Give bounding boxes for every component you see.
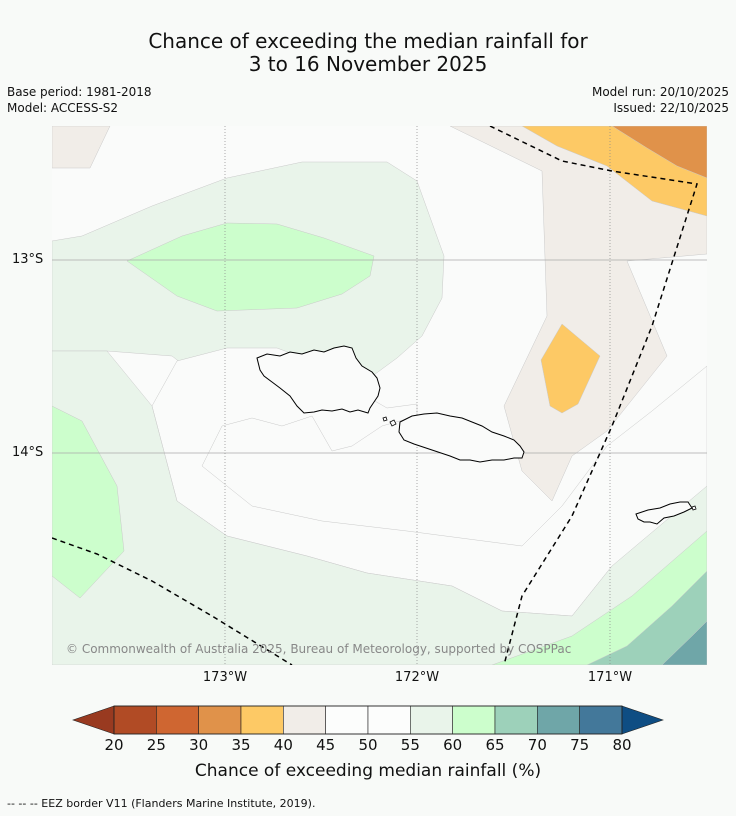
colorbar-bin-65-70 — [494, 705, 538, 735]
colorbar-bin-20-25 — [113, 705, 157, 735]
contour-55-60-south — [52, 350, 707, 665]
meta-left: Base period: 1981-2018 Model: ACCESS-S2 — [7, 84, 152, 116]
copyright-text: © Commonwealth of Australia 2025, Bureau… — [66, 642, 571, 656]
map-title-line2: 3 to 16 November 2025 — [248, 52, 488, 76]
colorbar — [72, 705, 664, 735]
colorbar-frame — [113, 705, 623, 735]
contour-40-45-east — [449, 126, 707, 502]
colorbar-bin-30-35 — [198, 705, 242, 735]
island-savaii — [256, 345, 381, 414]
colorbar-tick-30: 30 — [189, 736, 209, 754]
colorbar-bin-50-55 — [367, 705, 411, 735]
contour-65-70-southeast — [586, 570, 707, 665]
island-tutuila — [635, 501, 693, 525]
colorbar-bin-35-40 — [240, 705, 284, 735]
island-aunuu — [691, 505, 697, 511]
contour-35-40-central — [540, 323, 601, 414]
colorbar-bin-55-60 — [410, 705, 453, 735]
colorbar-bin-70-75 — [537, 705, 580, 735]
contour-60-65-west — [52, 405, 125, 599]
colorbar-tick-55: 55 — [400, 736, 420, 754]
colorbar-tick-50: 50 — [358, 736, 378, 754]
colorbar-bin-25-30 — [156, 705, 199, 735]
colorbar-tick-40: 40 — [273, 736, 293, 754]
colorbar-under-arrow — [72, 705, 115, 735]
colorbar-over-arrow — [621, 705, 664, 735]
island-apolima — [382, 416, 388, 422]
rainfall-map: © Commonwealth of Australia 2025, Bureau… — [52, 126, 707, 665]
colorbar-bin-75-80 — [579, 705, 623, 735]
colorbar-tick-25: 25 — [146, 736, 166, 754]
colorbar-tick-70: 70 — [527, 736, 547, 754]
colorbar-bin-40-45 — [283, 705, 326, 735]
map-title: Chance of exceeding the median rainfall … — [0, 30, 736, 76]
island-upolu — [398, 412, 525, 463]
contour-70-75-southeast — [661, 620, 707, 665]
lon-label-171w: 171°W — [587, 670, 633, 685]
colorbar-tick-65: 65 — [485, 736, 505, 754]
colorbar-tick-80: 80 — [612, 736, 632, 754]
issued-text: Issued: 22/10/2025 — [613, 101, 729, 115]
colorbar-bin-45-50 — [325, 705, 369, 735]
colorbar-tick-35: 35 — [231, 736, 251, 754]
map-title-line1: Chance of exceeding the median rainfall … — [148, 29, 588, 53]
model-text: Model: ACCESS-S2 — [7, 101, 119, 115]
colorbar-bin-60-65 — [452, 705, 496, 735]
colorbar-tick-20: 20 — [104, 736, 124, 754]
colorbar-tick-60: 60 — [443, 736, 463, 754]
meta-right: Model run: 20/10/2025 Issued: 22/10/2025 — [592, 84, 729, 116]
colorbar-tick-45: 45 — [316, 736, 336, 754]
colorbar-label: Chance of exceeding median rainfall (%) — [194, 761, 542, 781]
contour-30-35-northeast — [611, 126, 707, 179]
model-run-text: Model run: 20/10/2025 — [591, 85, 729, 99]
island-manono — [389, 419, 397, 427]
lat-label-13s: 13°S — [12, 252, 44, 267]
eez-border-southwest — [52, 537, 293, 665]
contour-60-65-north — [126, 222, 375, 312]
lon-label-173w: 173°W — [202, 670, 248, 685]
lat-label-14s: 14°S — [12, 445, 44, 460]
eez-legend-text: -- -- -- EEZ border V11 (Flanders Marine… — [7, 797, 316, 810]
lon-label-172w: 172°W — [394, 670, 440, 685]
base-period-text: Base period: 1981-2018 — [7, 85, 152, 99]
colorbar-tick-75: 75 — [570, 736, 590, 754]
contour-40-45-topleft — [52, 126, 111, 169]
